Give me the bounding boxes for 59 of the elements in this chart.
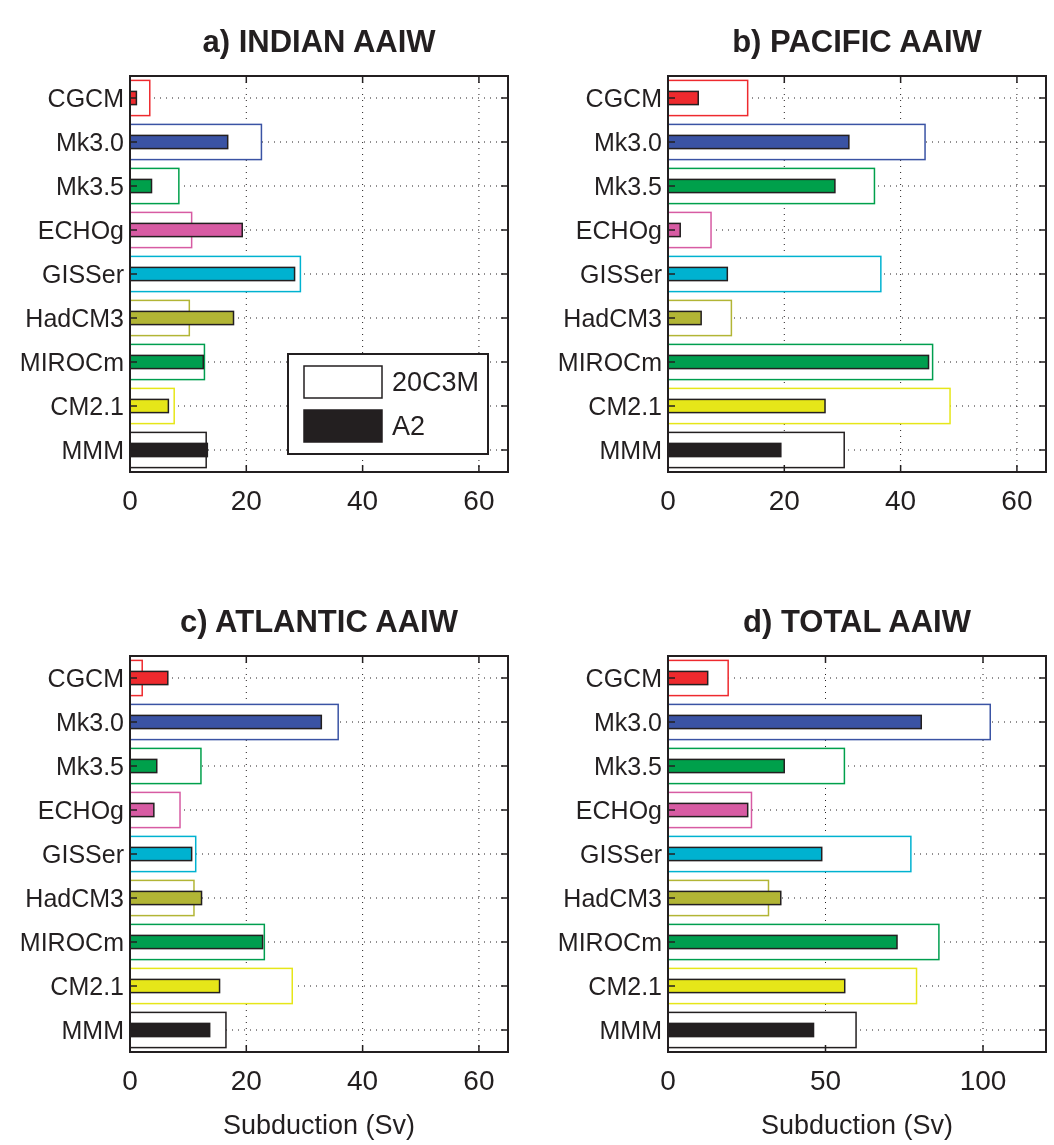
y-tick-label: ECHOg: [575, 795, 662, 824]
y-tick-label: CM2.1: [50, 391, 124, 420]
y-tick-label: MMM: [599, 1015, 662, 1044]
x-tick-label: 60: [1001, 485, 1033, 516]
x-tick-label: 0: [122, 485, 138, 516]
x-tick-label: 20: [230, 1065, 262, 1096]
y-tick-label: HadCM3: [563, 883, 662, 912]
legend-label: A2: [392, 411, 426, 442]
x-tick-label: 60: [463, 1065, 495, 1096]
x-tick-label: 50: [809, 1065, 842, 1096]
x-tick-label: 0: [122, 1065, 138, 1096]
x-tick-label: 40: [347, 485, 379, 516]
chart-title: c) ATLANTIC AAIW: [180, 604, 459, 639]
y-tick-label: Mk3.0: [55, 707, 124, 736]
y-tick-label: Mk3.5: [55, 171, 124, 200]
chart-title: b) PACIFIC AAIW: [732, 24, 983, 59]
y-tick-label: MMM: [61, 435, 124, 464]
chart-title: a) INDIAN AAIW: [202, 24, 437, 59]
chart-title: d) TOTAL AAIW: [743, 604, 972, 639]
y-tick-label: CGCM: [585, 83, 662, 112]
x-axis-title: Subduction (Sv): [760, 1110, 954, 1140]
y-tick-label: Mk3.0: [55, 127, 124, 156]
y-tick-label: ECHOg: [575, 215, 662, 244]
y-tick-label: MMM: [599, 435, 662, 464]
y-tick-label: HadCM3: [25, 883, 124, 912]
y-tick-label: CGCM: [47, 663, 124, 692]
x-tick-label: 0: [660, 1065, 676, 1096]
x-tick-label: 100: [959, 1065, 1007, 1096]
y-tick-label: CM2.1: [50, 971, 124, 1000]
y-tick-label: Mk3.0: [593, 707, 662, 736]
y-tick-label: Mk3.0: [593, 127, 662, 156]
y-tick-label: MIROCm: [557, 927, 662, 956]
y-tick-label: MIROCm: [557, 347, 662, 376]
y-tick-label: CM2.1: [588, 971, 662, 1000]
y-tick-label: CGCM: [47, 83, 124, 112]
x-tick-label: 40: [347, 1065, 379, 1096]
y-tick-label: MMM: [61, 1015, 124, 1044]
x-tick-label: 0: [660, 485, 676, 516]
y-tick-label: ECHOg: [37, 795, 124, 824]
y-tick-label: GISSer: [42, 259, 124, 288]
y-tick-label: GISSer: [580, 259, 662, 288]
x-tick-label: 20: [768, 485, 800, 516]
y-tick-label: GISSer: [42, 839, 124, 868]
x-tick-label: 20: [230, 485, 262, 516]
x-axis-title: Subduction (Sv): [222, 1110, 416, 1140]
legend-label: 20C3M: [392, 367, 480, 398]
y-tick-label: MIROCm: [19, 927, 124, 956]
y-tick-label: HadCM3: [563, 303, 662, 332]
x-tick-label: 60: [463, 485, 495, 516]
y-tick-label: CM2.1: [588, 391, 662, 420]
y-tick-label: Mk3.5: [593, 751, 662, 780]
y-tick-label: ECHOg: [37, 215, 124, 244]
y-tick-label: GISSer: [580, 839, 662, 868]
y-tick-label: MIROCm: [19, 347, 124, 376]
y-tick-label: Mk3.5: [55, 751, 124, 780]
y-tick-label: Mk3.5: [593, 171, 662, 200]
y-tick-label: CGCM: [585, 663, 662, 692]
y-tick-label: HadCM3: [25, 303, 124, 332]
x-tick-label: 40: [885, 485, 917, 516]
